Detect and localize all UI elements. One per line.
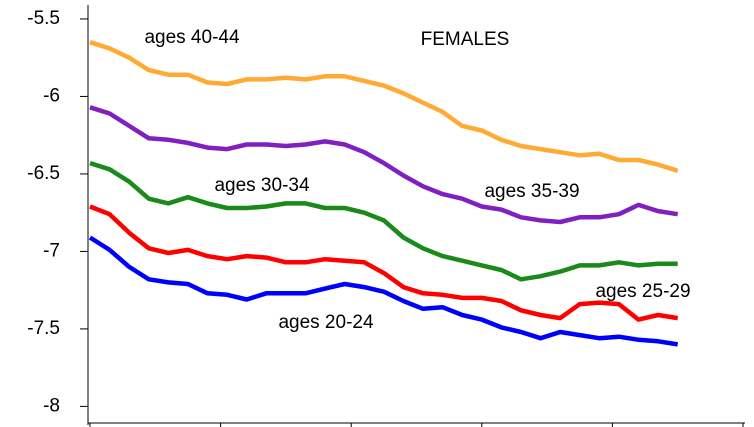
series-label: ages 30-34 <box>214 175 310 196</box>
series-line <box>89 40 679 173</box>
series-label: ages 35-39 <box>484 181 579 202</box>
series-line <box>88 235 679 347</box>
series-label: ages 20-24 <box>278 312 374 333</box>
series-line <box>89 105 679 225</box>
series-label: ages 25-29 <box>595 281 690 302</box>
series-line <box>89 204 679 322</box>
series-line <box>89 160 678 282</box>
y-tick-label: -7.5 <box>27 318 60 339</box>
y-tick-label: -8 <box>43 395 60 416</box>
y-tick-label: -6.5 <box>27 163 60 184</box>
y-tick-label: -5.5 <box>27 8 60 29</box>
y-tick-label: -6 <box>43 85 60 106</box>
series-label: ages 40-44 <box>144 27 240 48</box>
chart-title: FEMALES <box>421 29 510 50</box>
y-tick-label: -7 <box>43 240 60 261</box>
